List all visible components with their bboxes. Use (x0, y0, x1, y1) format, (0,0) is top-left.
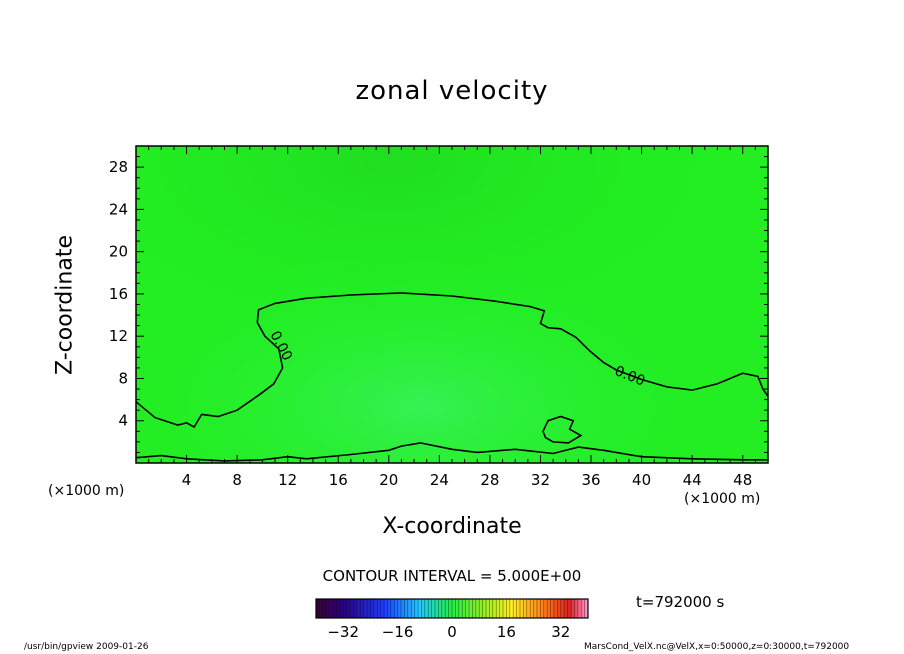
footer-left: /usr/bin/gpview 2009-01-26 (24, 642, 149, 652)
x-tick-label: 28 (480, 471, 499, 489)
x-tick-label: 32 (531, 471, 550, 489)
x-axis-unit-right: (×1000 m) (684, 491, 761, 507)
chart-title: zonal velocity (355, 76, 549, 106)
colorbar: −32 −16 0 16 32 (315, 598, 589, 641)
x-tick-label: 16 (329, 471, 348, 489)
x-tick-label: 36 (581, 471, 600, 489)
x-tick-label: 48 (733, 471, 752, 489)
y-tick-label: 16 (109, 285, 128, 303)
colorbar-tick-label: 32 (551, 623, 570, 641)
colorbar-tick-label: −32 (327, 623, 359, 641)
y-tick-label: 8 (118, 369, 128, 387)
contour-island (542, 415, 583, 444)
colorbar-frame (315, 598, 589, 619)
footer-right: MarsCond_VelX.nc@VelX,x=0:50000,z=0:3000… (584, 642, 850, 652)
x-tick-label: 4 (182, 471, 192, 489)
x-tick-label: 44 (683, 471, 702, 489)
x-axis-unit-left: (×1000 m) (48, 483, 125, 499)
plot-area: 0.000.00 (135, 146, 769, 463)
y-tick-label: 28 (109, 158, 128, 176)
contour-zero (135, 292, 769, 429)
x-tick-label: 8 (232, 471, 242, 489)
time-label: t=792000 s (636, 593, 725, 611)
contour-interval-label: CONTOUR INTERVAL = 5.000E+00 (322, 567, 582, 585)
colorbar-tick-label: 16 (497, 623, 516, 641)
x-tick-label: 24 (430, 471, 449, 489)
y-tick-label: 20 (109, 243, 128, 261)
field-shade-low (136, 146, 768, 463)
y-tick-label: 24 (109, 200, 128, 218)
y-tick-label: 4 (118, 412, 128, 430)
colorbar-tick-label: −16 (382, 623, 414, 641)
y-tick-label: 12 (109, 327, 128, 345)
x-tick-label: 12 (278, 471, 297, 489)
x-axis-label: X-coordinate (382, 514, 522, 539)
y-axis-label: Z-coordinate (52, 235, 78, 375)
x-tick-label: 20 (379, 471, 398, 489)
x-tick-label: 40 (632, 471, 651, 489)
colorbar-tick-label: 0 (447, 623, 457, 641)
